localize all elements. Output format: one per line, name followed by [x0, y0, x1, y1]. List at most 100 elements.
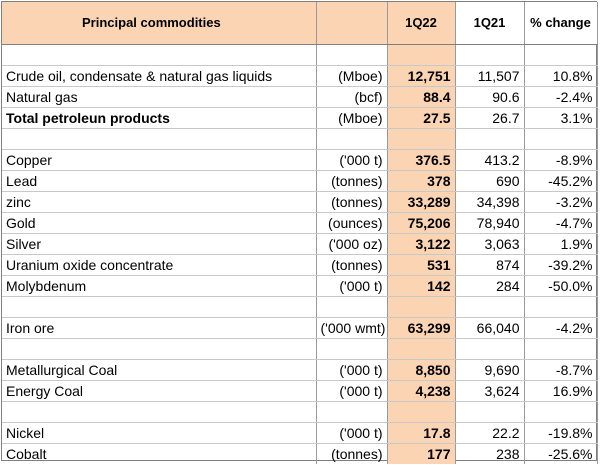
value-1q22: 75,206: [387, 212, 456, 234]
empty-cell: [524, 338, 598, 360]
empty-cell: [316, 44, 388, 66]
empty-cell: [455, 44, 525, 66]
empty-cell: [387, 338, 456, 360]
commodity-name: Gold: [2, 212, 317, 234]
empty-cell: [316, 338, 388, 360]
empty-cell: [2, 44, 317, 66]
commodity-name: Nickel: [2, 422, 317, 444]
table-row: Cobalt (tonnes) 177 238 -25.6%: [2, 443, 598, 464]
percent-change: 10.8%: [524, 65, 598, 87]
value-1q22: 177: [387, 443, 456, 464]
unit-cell: (tonnes): [316, 254, 388, 276]
header-commodity: Principal commodities: [2, 2, 317, 45]
empty-cell: [524, 401, 598, 423]
percent-change: 3.1%: [524, 107, 598, 129]
value-1q22: 17.8: [387, 422, 456, 444]
empty-cell: [387, 44, 456, 66]
unit-cell: (bcf): [316, 86, 388, 108]
empty-cell: [316, 296, 388, 318]
unit-cell: ('000 oz): [316, 233, 388, 255]
value-1q21: 66,040: [455, 317, 525, 339]
table-row: Metallurgical Coal ('000 t) 8,850 9,690 -8.7…: [2, 359, 598, 381]
value-1q22: 4,238: [387, 380, 456, 402]
table-header-row: Principal commodities 1Q22 1Q21 % change: [2, 2, 598, 45]
table-body: Crude oil, condensate & natural gas liqu…: [2, 44, 598, 464]
commodity-name: Crude oil, condensate & natural gas liqu…: [2, 65, 317, 87]
value-1q21: 238: [455, 443, 525, 464]
table-row: Copper ('000 t) 376.5 413.2 -8.9%: [2, 149, 598, 171]
value-1q21: 9,690: [455, 359, 525, 381]
empty-cell: [524, 296, 598, 318]
spacer-row: [2, 401, 598, 423]
percent-change: -3.2%: [524, 191, 598, 213]
value-1q21: 34,398: [455, 191, 525, 213]
value-1q21: 874: [455, 254, 525, 276]
empty-cell: [455, 296, 525, 318]
empty-cell: [2, 401, 317, 423]
empty-cell: [2, 296, 317, 318]
value-1q21: 690: [455, 170, 525, 192]
value-1q21: 22.2: [455, 422, 525, 444]
commodity-name: Copper: [2, 149, 317, 171]
empty-cell: [2, 128, 317, 150]
spacer-row: [2, 44, 598, 66]
table-row: Uranium oxide concentrate (tonnes) 531 874-…: [2, 254, 598, 276]
table-row: Energy Coal ('000 t) 4,238 3,624 16.9%: [2, 380, 598, 402]
value-1q21: 90.6: [455, 86, 525, 108]
percent-change: -50.0%: [524, 275, 598, 297]
table-row: zinc (tonnes) 33,289 34,398 -3.2%: [2, 191, 598, 213]
empty-cell: [316, 401, 388, 423]
table-row: Gold (ounces) 75,206 78,940 -4.7%: [2, 212, 598, 234]
table-row: Lead (tonnes) 378 690 -45.2%: [2, 170, 598, 192]
percent-change: -19.8%: [524, 422, 598, 444]
percent-change: 1.9%: [524, 233, 598, 255]
header-1q22: 1Q22: [387, 2, 456, 45]
unit-cell: (Mboe): [316, 65, 388, 87]
percent-change: -2.4%: [524, 86, 598, 108]
table-row: Total petroleun products (Mboe) 27.5 26.7 3.…: [2, 107, 598, 129]
value-1q22: 531: [387, 254, 456, 276]
empty-cell: [2, 338, 317, 360]
percent-change: -8.9%: [524, 149, 598, 171]
unit-cell: (Mboe): [316, 107, 388, 129]
unit-cell: ('000 wmt): [316, 317, 388, 339]
empty-cell: [387, 401, 456, 423]
value-1q21: 3,624: [455, 380, 525, 402]
unit-cell: (tonnes): [316, 170, 388, 192]
value-1q22: 33,289: [387, 191, 456, 213]
spacer-row: [2, 296, 598, 318]
commodity-name: Cobalt: [2, 443, 317, 464]
unit-cell: ('000 t): [316, 275, 388, 297]
empty-cell: [455, 128, 525, 150]
value-1q22: 142: [387, 275, 456, 297]
unit-cell: (tonnes): [316, 443, 388, 464]
percent-change: -39.2%: [524, 254, 598, 276]
unit-cell: ('000 t): [316, 359, 388, 381]
empty-cell: [455, 401, 525, 423]
commodity-name: Iron ore: [2, 317, 317, 339]
header-1q21: 1Q21: [455, 2, 525, 45]
header-unit: [316, 2, 388, 45]
commodity-name: Silver: [2, 233, 317, 255]
percent-change: -8.7%: [524, 359, 598, 381]
commodity-name: Total petroleun products: [2, 107, 317, 129]
value-1q22: 8,850: [387, 359, 456, 381]
value-1q22: 27.5: [387, 107, 456, 129]
value-1q22: 12,751: [387, 65, 456, 87]
value-1q22: 88.4: [387, 86, 456, 108]
unit-cell: ('000 t): [316, 380, 388, 402]
value-1q21: 11,507: [455, 65, 525, 87]
table-row: Silver ('000 oz) 3,122 3,063 1.9%: [2, 233, 598, 255]
value-1q21: 26.7: [455, 107, 525, 129]
commodity-name: Metallurgical Coal: [2, 359, 317, 381]
commodity-name: Energy Coal: [2, 380, 317, 402]
value-1q22: 376.5: [387, 149, 456, 171]
commodity-name: Natural gas: [2, 86, 317, 108]
value-1q21: 78,940: [455, 212, 525, 234]
commodity-name: Molybdenum: [2, 275, 317, 297]
table-row: Crude oil, condensate & natural gas liqu…: [2, 65, 598, 87]
table-row: Nickel ('000 t) 17.8 22.2 -19.8%: [2, 422, 598, 444]
empty-cell: [524, 128, 598, 150]
commodity-name: Lead: [2, 170, 317, 192]
